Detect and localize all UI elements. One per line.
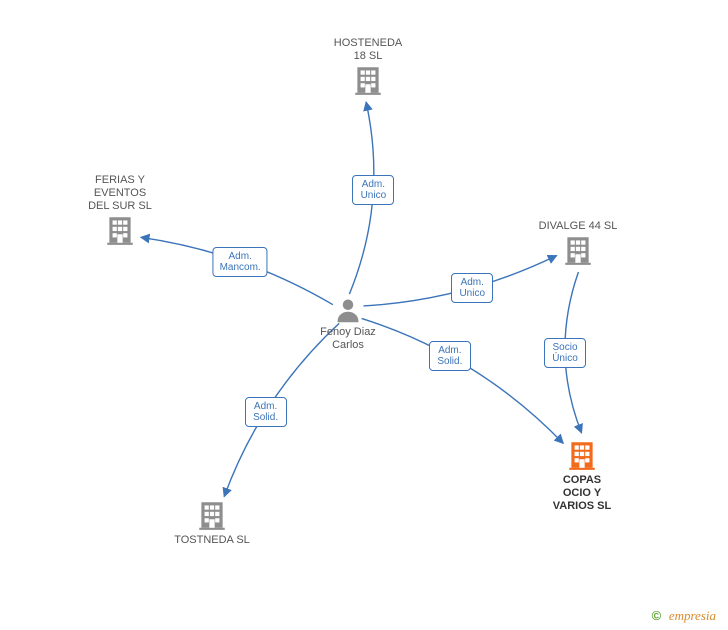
center-person-node[interactable]: Fenoy DiazCarlos bbox=[293, 296, 403, 352]
node-label: DIVALGE 44 SL bbox=[523, 220, 633, 233]
edge-label: Adm.Solid. bbox=[429, 341, 471, 371]
edge-label: Adm.Mancom. bbox=[213, 247, 268, 277]
node-divalge[interactable]: DIVALGE 44 SL bbox=[523, 218, 633, 267]
node-label: COPASOCIO YVARIOS SL bbox=[527, 474, 637, 513]
node-hosteneda[interactable]: HOSTENEDA18 SL bbox=[313, 35, 423, 97]
node-label: FERIAS YEVENTOSDEL SUR SL bbox=[65, 174, 175, 213]
copyright-symbol: © bbox=[652, 608, 662, 623]
edge-label: Adm.Unico bbox=[451, 273, 493, 303]
diagram-canvas: Fenoy DiazCarlos HOSTENEDA18 SL DIVALGE 4… bbox=[0, 0, 728, 630]
node-label: TOSTNEDA SL bbox=[157, 534, 267, 547]
node-label: HOSTENEDA18 SL bbox=[313, 37, 423, 63]
brand-name: empresia bbox=[669, 608, 716, 623]
node-copas[interactable]: COPASOCIO YVARIOS SL bbox=[527, 438, 637, 513]
edge-label: Adm.Solid. bbox=[245, 397, 287, 427]
node-tostneda[interactable]: TOSTNEDA SL bbox=[157, 498, 267, 547]
edge-label: Adm.Unico bbox=[352, 175, 394, 205]
footer: © empresia bbox=[652, 608, 716, 624]
edge-label: SocioÚnico bbox=[544, 338, 586, 368]
node-ferias[interactable]: FERIAS YEVENTOSDEL SUR SL bbox=[65, 172, 175, 247]
node-label: Fenoy DiazCarlos bbox=[293, 326, 403, 352]
